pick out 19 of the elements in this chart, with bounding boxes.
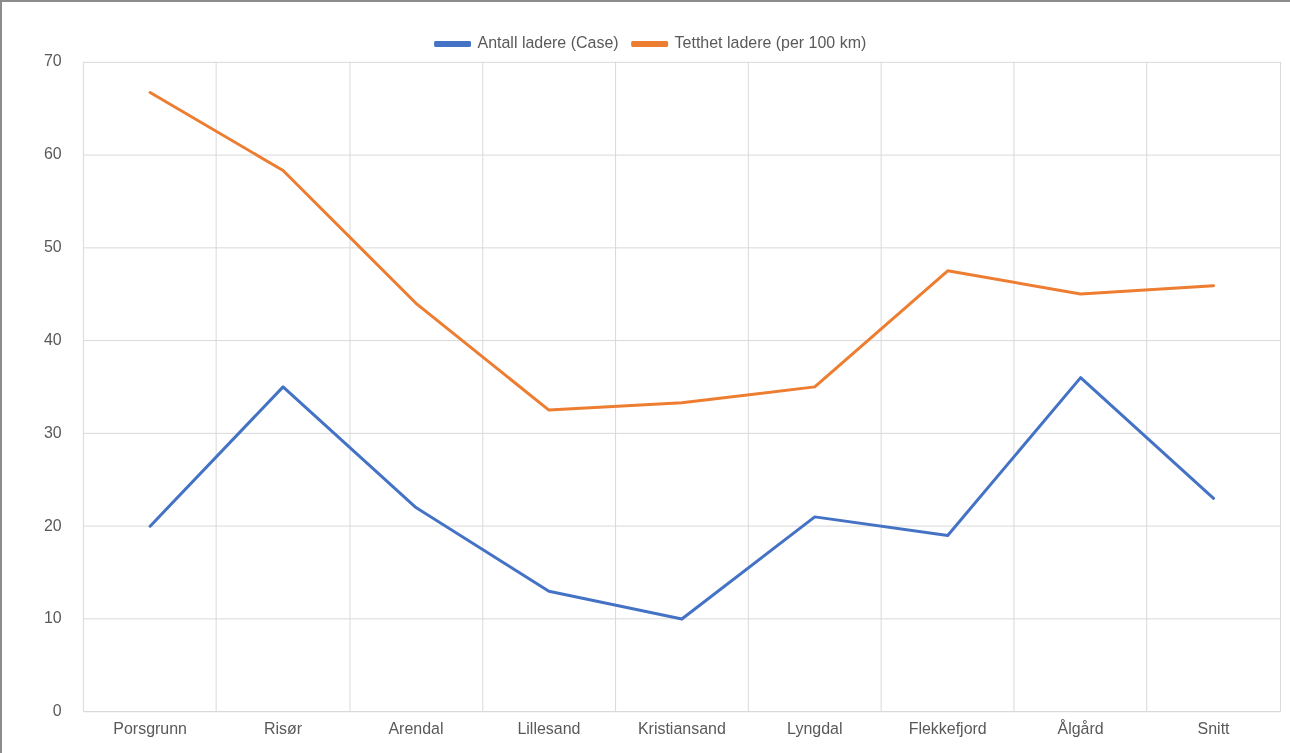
x-tick-label: Flekkefjord [908,719,987,737]
y-tick-label: 60 [43,145,62,163]
y-tick-label: 0 [52,702,62,720]
x-tick-label: Arendal [388,719,444,737]
y-tick-label: 40 [43,330,62,348]
legend-label: Tetthet ladere (per 100 km) [674,34,867,52]
y-tick-label: 30 [43,423,62,441]
y-tick-label: 10 [43,609,62,627]
x-tick-label: Lillesand [517,719,581,737]
y-tick-label: 20 [43,516,62,534]
x-tick-label: Snitt [1197,719,1231,737]
y-tick-label: 70 [43,52,62,70]
x-tick-label: Ålgård [1057,718,1104,737]
x-tick-label: Kristiansand [637,719,726,737]
x-tick-label: Porsgrunn [113,719,187,737]
y-tick-label: 50 [43,237,62,255]
x-tick-label: Lyngdal [787,719,843,737]
legend-label: Antall ladere (Case) [477,34,619,52]
x-tick-label: Risør [264,719,303,737]
